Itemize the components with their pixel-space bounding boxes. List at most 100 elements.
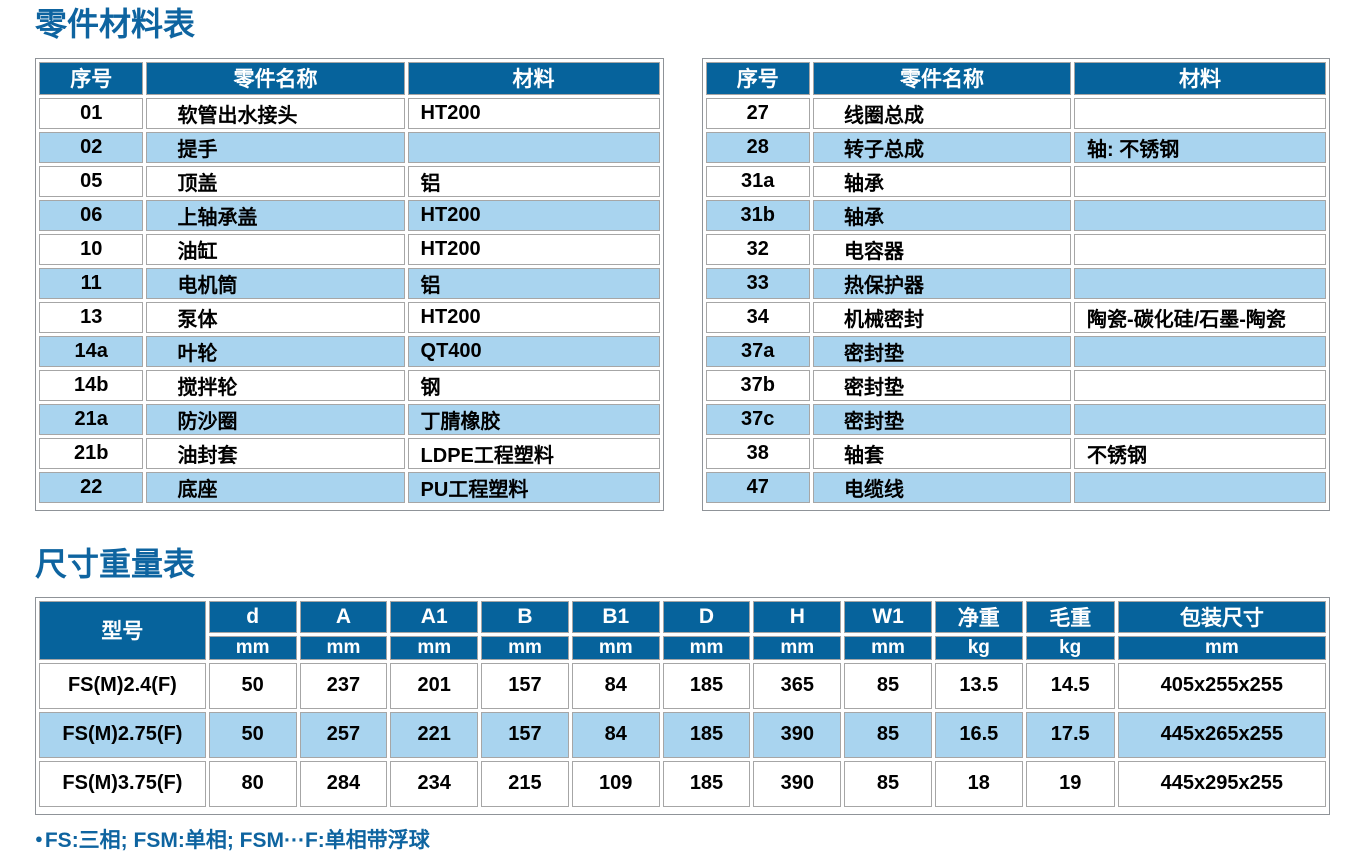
part-number: 38 bbox=[705, 437, 810, 469]
value-cell: 185 bbox=[662, 662, 751, 709]
column-header: W1 bbox=[844, 600, 932, 633]
parts-table-right: 序号 零件名称 材料 27 线圈总成 28 转子总成 轴: 不锈钢 31a 轴承 31b… bbox=[701, 57, 1330, 511]
value-cell: 50 bbox=[208, 711, 297, 758]
value-cell: 157 bbox=[481, 711, 569, 758]
value-cell: 109 bbox=[571, 760, 660, 807]
part-material: 丁腈橡胶 bbox=[407, 403, 660, 435]
header-row: 序号 零件名称 材料 bbox=[39, 61, 660, 95]
value-cell: 234 bbox=[390, 760, 479, 807]
part-number: 05 bbox=[39, 165, 144, 197]
column-header: 毛重 bbox=[1025, 600, 1115, 633]
column-unit: mm bbox=[844, 635, 932, 660]
part-number: 34 bbox=[705, 301, 810, 333]
column-unit: mm bbox=[1117, 635, 1326, 660]
value-cell: 185 bbox=[662, 760, 751, 807]
column-unit: mm bbox=[662, 635, 751, 660]
part-material: HT200 bbox=[407, 301, 660, 333]
dims-table: 型号 d A A1 B B1 D H W1 净重 毛重 包装尺寸 mm mm m… bbox=[35, 596, 1330, 815]
table-row: 10 油缸 HT200 bbox=[39, 233, 660, 265]
part-number: 37b bbox=[705, 369, 810, 401]
part-name: 电缆线 bbox=[812, 471, 1072, 503]
value-cell: 185 bbox=[662, 711, 751, 758]
part-name: 轴承 bbox=[812, 199, 1072, 231]
column-unit: mm bbox=[390, 635, 479, 660]
part-material bbox=[1074, 233, 1326, 265]
part-material bbox=[407, 131, 660, 163]
column-header: 净重 bbox=[934, 600, 1023, 633]
value-cell: 17.5 bbox=[1025, 711, 1115, 758]
value-cell: 13.5 bbox=[934, 662, 1023, 709]
part-name: 机械密封 bbox=[812, 301, 1072, 333]
parts-table-title: 零件材料表 bbox=[35, 6, 196, 42]
table-row: 33 热保护器 bbox=[705, 267, 1326, 299]
value-cell: 237 bbox=[299, 662, 388, 709]
table-row: FS(M)2.4(F) 50 237 201 157 84 185 365 85… bbox=[39, 662, 1326, 709]
column-header: B bbox=[481, 600, 569, 633]
column-header-part-name: 零件名称 bbox=[812, 61, 1072, 95]
parts-table-left: 序号 零件名称 材料 01 软管出水接头 HT200 02 提手 05 顶盖铝 06 上轴… bbox=[35, 57, 664, 511]
part-name: 热保护器 bbox=[812, 267, 1072, 299]
value-cell: 390 bbox=[753, 760, 842, 807]
table-row: 37b 密封垫 bbox=[705, 369, 1326, 401]
part-name: 搅拌轮 bbox=[146, 369, 405, 401]
part-name: 轴套 bbox=[812, 437, 1072, 469]
column-header-material: 材料 bbox=[1074, 61, 1326, 95]
value-cell: 221 bbox=[390, 711, 479, 758]
parts-tables-row: 序号 零件名称 材料 01 软管出水接头 HT200 02 提手 05 顶盖铝 06 上轴… bbox=[35, 57, 1330, 511]
part-material bbox=[1074, 403, 1326, 435]
part-number: 47 bbox=[705, 471, 810, 503]
value-cell: 84 bbox=[571, 711, 660, 758]
part-number: 06 bbox=[39, 199, 144, 231]
value-cell: 85 bbox=[844, 711, 932, 758]
column-header-model: 型号 bbox=[39, 600, 206, 660]
part-material bbox=[1074, 369, 1326, 401]
part-name: 电容器 bbox=[812, 233, 1072, 265]
part-material bbox=[1074, 199, 1326, 231]
header-row: 序号 零件名称 材料 bbox=[705, 61, 1326, 95]
column-header: 包装尺寸 bbox=[1117, 600, 1326, 633]
value-cell: 257 bbox=[299, 711, 388, 758]
column-header: A bbox=[299, 600, 388, 633]
value-cell: 201 bbox=[390, 662, 479, 709]
value-cell: 215 bbox=[481, 760, 569, 807]
part-name: 油缸 bbox=[146, 233, 405, 265]
part-name: 密封垫 bbox=[812, 335, 1072, 367]
table-row: 28 转子总成 轴: 不锈钢 bbox=[705, 131, 1326, 163]
value-cell: 284 bbox=[299, 760, 388, 807]
part-name: 线圈总成 bbox=[812, 97, 1072, 129]
part-name: 底座 bbox=[146, 471, 405, 503]
table-row: 01 软管出水接头 HT200 bbox=[39, 97, 660, 129]
part-name: 密封垫 bbox=[812, 403, 1072, 435]
value-cell: 157 bbox=[481, 662, 569, 709]
part-material: 轴: 不锈钢 bbox=[1074, 131, 1326, 163]
header-row-units: mm mm mm mm mm mm mm mm kg kg mm bbox=[39, 635, 1326, 660]
part-number: 31a bbox=[705, 165, 810, 197]
column-header-material: 材料 bbox=[407, 61, 660, 95]
part-material: PU工程塑料 bbox=[407, 471, 660, 503]
table-row: 13 泵体 HT200 bbox=[39, 301, 660, 333]
part-name: 防沙圈 bbox=[146, 403, 405, 435]
part-material bbox=[1074, 97, 1326, 129]
part-number: 14a bbox=[39, 335, 144, 367]
column-unit: mm bbox=[208, 635, 297, 660]
part-name: 顶盖 bbox=[146, 165, 405, 197]
model-cell: FS(M)2.75(F) bbox=[39, 711, 206, 758]
part-name: 泵体 bbox=[146, 301, 405, 333]
table-row: 37c 密封垫 bbox=[705, 403, 1326, 435]
part-number: 01 bbox=[39, 97, 144, 129]
table-row: 37a 密封垫 bbox=[705, 335, 1326, 367]
column-header: B1 bbox=[571, 600, 660, 633]
part-material: LDPE工程塑料 bbox=[407, 437, 660, 469]
table-row: 38 轴套 不锈钢 bbox=[705, 437, 1326, 469]
part-material: 陶瓷-碳化硅/石墨-陶瓷 bbox=[1074, 301, 1326, 333]
part-name: 密封垫 bbox=[812, 369, 1072, 401]
part-name: 叶轮 bbox=[146, 335, 405, 367]
model-legend: ● FS:三相; FSM:单相; FSM···F:单相带浮球 bbox=[35, 824, 1330, 854]
header-row-labels: 型号 d A A1 B B1 D H W1 净重 毛重 包装尺寸 bbox=[39, 600, 1326, 660]
value-cell: 19 bbox=[1025, 760, 1115, 807]
value-cell: 18 bbox=[934, 760, 1023, 807]
column-unit: kg bbox=[934, 635, 1023, 660]
value-cell: 14.5 bbox=[1025, 662, 1115, 709]
value-cell: 80 bbox=[208, 760, 297, 807]
